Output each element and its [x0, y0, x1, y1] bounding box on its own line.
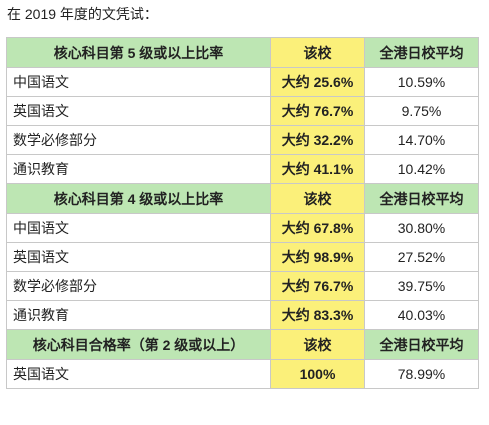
subject-name: 英国语文: [6, 242, 271, 272]
school-rate: 大约 25.6%: [270, 67, 365, 97]
section-title: 核心科目第 4 级或以上比率: [6, 183, 271, 214]
school-rate: 大约 98.9%: [270, 242, 365, 272]
table-row: 英国语文 100% 78.99%: [6, 359, 479, 389]
hk-average-rate: 78.99%: [364, 359, 479, 389]
table-row: 中国语文 大约 67.8% 30.80%: [6, 213, 479, 243]
hk-average-rate: 40.03%: [364, 300, 479, 330]
school-rate: 100%: [270, 359, 365, 389]
table-row: 数学必修部分 大约 76.7% 39.75%: [6, 271, 479, 301]
subject-name: 通识教育: [6, 154, 271, 184]
school-rate: 大约 67.8%: [270, 213, 365, 243]
section-header-pass-rate: 核心科目合格率（第 2 级或以上） 该校 全港日校平均: [6, 329, 479, 360]
hk-average-column-header: 全港日校平均: [364, 183, 479, 214]
subject-name: 中国语文: [6, 67, 271, 97]
table-row: 英国语文 大约 76.7% 9.75%: [6, 96, 479, 126]
hk-average-rate: 10.42%: [364, 154, 479, 184]
table-row: 英国语文 大约 98.9% 27.52%: [6, 242, 479, 272]
hk-average-rate: 30.80%: [364, 213, 479, 243]
intro-text: 在 2019 年度的文凭试：: [7, 6, 158, 22]
hk-average-column-header: 全港日校平均: [364, 37, 479, 68]
subject-name: 数学必修部分: [6, 125, 271, 155]
school-rate: 大约 41.1%: [270, 154, 365, 184]
hk-average-rate: 10.59%: [364, 67, 479, 97]
results-table: 核心科目第 5 级或以上比率 该校 全港日校平均 中国语文 大约 25.6% 1…: [6, 37, 479, 389]
school-rate: 大约 83.3%: [270, 300, 365, 330]
section-header-level5: 核心科目第 5 级或以上比率 该校 全港日校平均: [6, 37, 479, 68]
subject-name: 英国语文: [6, 96, 271, 126]
school-rate: 大约 76.7%: [270, 96, 365, 126]
section-title: 核心科目第 5 级或以上比率: [6, 37, 271, 68]
table-row: 通识教育 大约 83.3% 40.03%: [6, 300, 479, 330]
subject-name: 英国语文: [6, 359, 271, 389]
school-column-header: 该校: [270, 329, 365, 360]
subject-name: 数学必修部分: [6, 271, 271, 301]
table-row: 数学必修部分 大约 32.2% 14.70%: [6, 125, 479, 155]
hk-average-rate: 27.52%: [364, 242, 479, 272]
table-row: 中国语文 大约 25.6% 10.59%: [6, 67, 479, 97]
table-row: 通识教育 大约 41.1% 10.42%: [6, 154, 479, 184]
subject-name: 中国语文: [6, 213, 271, 243]
school-rate: 大约 76.7%: [270, 271, 365, 301]
hk-average-rate: 14.70%: [364, 125, 479, 155]
section-header-level4: 核心科目第 4 级或以上比率 该校 全港日校平均: [6, 183, 479, 214]
school-column-header: 该校: [270, 37, 365, 68]
hk-average-rate: 39.75%: [364, 271, 479, 301]
hk-average-rate: 9.75%: [364, 96, 479, 126]
subject-name: 通识教育: [6, 300, 271, 330]
school-column-header: 该校: [270, 183, 365, 214]
section-title: 核心科目合格率（第 2 级或以上）: [6, 329, 271, 360]
school-rate: 大约 32.2%: [270, 125, 365, 155]
hk-average-column-header: 全港日校平均: [364, 329, 479, 360]
